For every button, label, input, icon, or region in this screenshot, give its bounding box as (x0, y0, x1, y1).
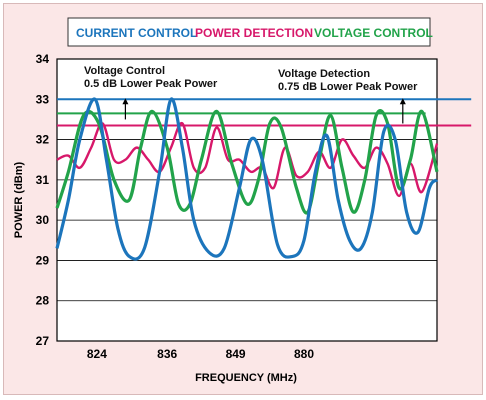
annotation-arrowhead (399, 98, 406, 105)
y-tick-label: 28 (36, 294, 50, 308)
y-tick-label: 30 (36, 213, 50, 227)
annotation-text: 0.75 dB Lower Peak Power (278, 81, 418, 93)
y-tick-label: 29 (36, 253, 50, 267)
legend-box (67, 17, 431, 47)
x-tick-label: 849 (226, 347, 246, 361)
x-tick-label: 880 (294, 347, 314, 361)
series-line-voltage-control (55, 109, 439, 215)
y-tick-labels: 34 33 32 31 30 29 28 27 (36, 52, 50, 348)
x-tick-label: 836 (157, 347, 177, 361)
reference-lines (57, 98, 472, 127)
y-tick-label: 34 (36, 52, 50, 66)
legend-current-control: CURRENT CONTROL (76, 26, 197, 40)
x-axis-label: FREQUENCY (MHz) (195, 372, 297, 384)
legend-power-detection: POWER DETECTION (195, 26, 313, 40)
y-tick-label: 33 (36, 92, 50, 106)
x-tick-labels: 824 836 849 880 (87, 347, 314, 361)
annotation-arrowhead (122, 98, 129, 105)
annotation-text: Voltage Detection (278, 68, 370, 80)
y-tick-label: 32 (36, 133, 50, 147)
y-tick-label: 31 (36, 173, 50, 187)
annotation-text: 0.5 dB Lower Peak Power (84, 78, 218, 90)
series-lines (55, 97, 439, 261)
legend-voltage-control: VOLTAGE CONTROL (314, 26, 433, 40)
annotation-text: Voltage Control (84, 65, 165, 77)
series-line-current-control (55, 97, 439, 261)
x-tick-label: 824 (87, 347, 107, 361)
y-axis-label: POWER (dBm) (13, 161, 25, 238)
y-tick-label: 27 (36, 334, 50, 348)
